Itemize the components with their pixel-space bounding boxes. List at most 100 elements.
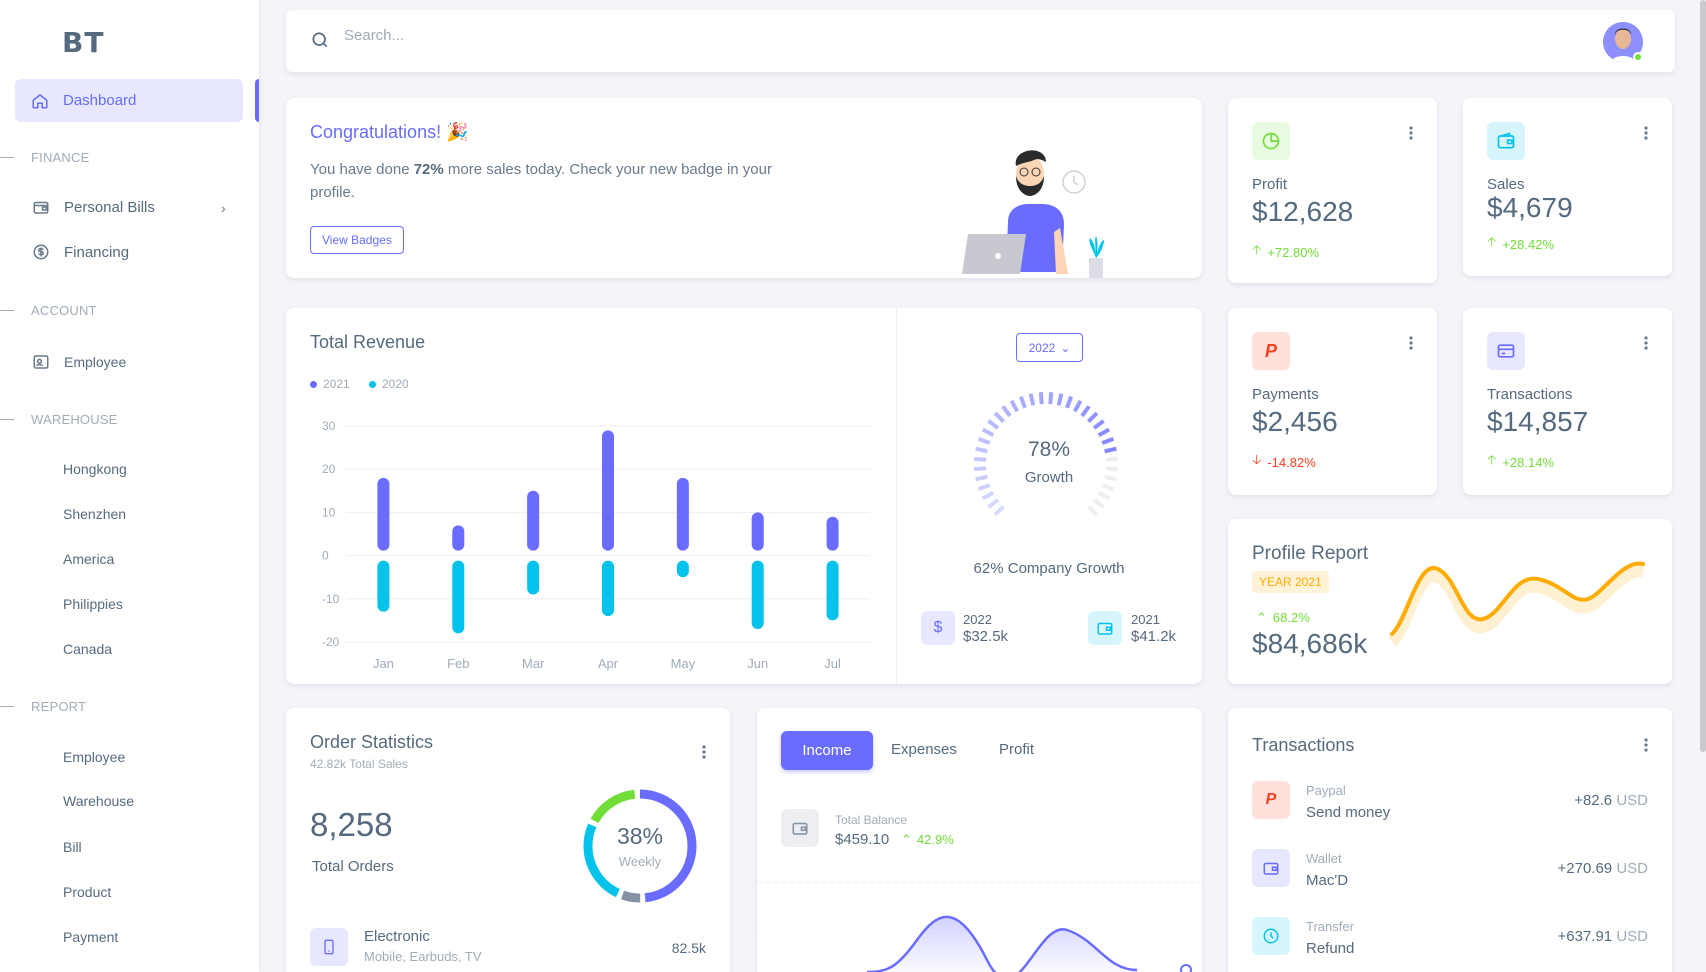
x-tick-label: Apr bbox=[598, 656, 619, 671]
bar-2021-Jul bbox=[826, 516, 839, 551]
gauge-tick bbox=[1105, 456, 1118, 462]
gauge-tick bbox=[981, 490, 995, 501]
stat-delta: 🡡 +28.42% bbox=[1487, 233, 1554, 255]
growth-year-2021: 2021 bbox=[1131, 612, 1160, 627]
bar-2021-Apr bbox=[602, 430, 614, 551]
gauge-tick bbox=[1097, 490, 1111, 501]
order-stats-subtitle: 42.82k Total Sales bbox=[310, 757, 408, 771]
donut-percent: 38% bbox=[616, 823, 664, 849]
credit-card-icon bbox=[1487, 332, 1525, 370]
gauge-tick bbox=[1101, 483, 1115, 492]
sidebar-item-america[interactable]: America bbox=[63, 551, 115, 567]
stat-value: $14,857 bbox=[1487, 406, 1589, 437]
more-options-icon[interactable] bbox=[1409, 126, 1413, 145]
profile-delta: ⌃ 68.2% bbox=[1256, 610, 1310, 625]
year-select-button[interactable]: 2022 ⌄ bbox=[1016, 333, 1083, 362]
gauge-tick bbox=[1038, 392, 1044, 405]
gauge-tick bbox=[993, 505, 1005, 517]
gauge-tick bbox=[987, 498, 1000, 509]
chevron-right-icon[interactable]: › bbox=[221, 200, 226, 216]
revenue-bar-chart: 30 20 10 0 -10 -20 Jan Feb Mar Apr May Jun Jul bbox=[322, 419, 870, 671]
more-options-icon[interactable] bbox=[1644, 126, 1648, 145]
more-options-icon[interactable] bbox=[1409, 336, 1413, 355]
sidebar-item-report-payment[interactable]: Payment bbox=[63, 929, 119, 945]
growth-year-2022: 2022 bbox=[963, 612, 992, 627]
wallet-icon bbox=[1487, 122, 1525, 160]
paypal-icon: P bbox=[1252, 781, 1290, 819]
gauge-tick bbox=[977, 436, 991, 445]
gauge-tick bbox=[1072, 399, 1083, 413]
sidebar-item-report-employee[interactable]: Employee bbox=[63, 749, 126, 765]
pie-chart-icon bbox=[1252, 122, 1290, 160]
legend-2020: 2020 bbox=[369, 377, 409, 391]
transactions-card: Transactions P Paypal Send money +82.6 U… bbox=[1228, 708, 1672, 972]
gauge-tick bbox=[1001, 405, 1012, 418]
dollar-circle-icon bbox=[32, 243, 52, 261]
tab-profit[interactable]: Profit bbox=[999, 741, 1035, 758]
sidebar-item-philippies[interactable]: Philippies bbox=[63, 596, 123, 612]
legend-2021: 2021 bbox=[310, 377, 350, 391]
gauge-tick bbox=[975, 474, 988, 482]
chevron-down-icon: ⌄ bbox=[1060, 340, 1071, 355]
more-options-icon[interactable] bbox=[1644, 336, 1648, 355]
home-icon bbox=[31, 92, 49, 110]
growth-radial-gauge bbox=[974, 392, 1118, 517]
view-badges-button[interactable]: View Badges bbox=[310, 226, 404, 254]
avatar[interactable] bbox=[1603, 22, 1643, 62]
paypal-icon: P bbox=[1252, 332, 1290, 370]
total-orders-label: Total Orders bbox=[312, 858, 394, 875]
bar-2020-Mar bbox=[527, 560, 540, 595]
sidebar-item-label: Dashboard bbox=[63, 92, 137, 109]
y-tick-label: 10 bbox=[322, 505, 336, 519]
stat-value: $2,456 bbox=[1252, 406, 1338, 437]
sidebar-item-report-bill[interactable]: Bill bbox=[63, 839, 82, 855]
bar-2020-May bbox=[676, 560, 689, 578]
more-options-icon[interactable] bbox=[702, 745, 706, 764]
sidebar-item-canada[interactable]: Canada bbox=[63, 641, 113, 657]
stat-delta: 🡡 +28.14% bbox=[1487, 451, 1554, 473]
congrats-card: Congratulations! 🎉 You have done 72% mor… bbox=[286, 98, 1202, 278]
sidebar-item-hongkong[interactable]: Hongkong bbox=[63, 461, 127, 477]
bar-2021-May bbox=[676, 477, 689, 551]
tab-expenses[interactable]: Expenses bbox=[891, 741, 957, 758]
sidebar-item-shenzhen[interactable]: Shenzhen bbox=[63, 506, 127, 522]
sidebar-item-personal-bills[interactable]: Personal Bills bbox=[32, 198, 155, 216]
sidebar-item-report-product[interactable]: Product bbox=[63, 884, 112, 900]
gauge-tick bbox=[977, 483, 991, 492]
sidebar-item-report-warehouse[interactable]: Warehouse bbox=[63, 793, 135, 809]
congrats-title: Congratulations! 🎉 bbox=[310, 122, 469, 142]
income-area-chart bbox=[757, 881, 1202, 972]
sidebar-item-dashboard[interactable]: Dashboard bbox=[15, 79, 243, 122]
x-tick-label: May bbox=[671, 656, 696, 671]
arrow-up-icon: 🡡 bbox=[1252, 242, 1262, 257]
sidebar-item-financing[interactable]: Financing bbox=[32, 243, 129, 261]
section-finance: FINANCE bbox=[0, 150, 89, 165]
y-tick-label: -20 bbox=[322, 635, 340, 649]
gauge-tick bbox=[1048, 392, 1054, 405]
wallet-icon bbox=[1088, 611, 1122, 645]
weekly-donut-chart bbox=[583, 789, 697, 903]
x-tick-label: Feb bbox=[447, 656, 469, 671]
wallet-icon bbox=[781, 809, 819, 847]
stat-value: $12,628 bbox=[1252, 196, 1354, 227]
bar-2021-Feb bbox=[452, 525, 465, 551]
y-tick-label: 0 bbox=[322, 549, 329, 563]
profile-report-card: Profile Report YEAR 2021 ⌃ 68.2% $84,686k bbox=[1228, 519, 1672, 684]
sidebar-item-employee[interactable]: Employee bbox=[32, 353, 126, 371]
sidebar: BT Dashboard FINANCE Personal Bills › Fi… bbox=[0, 0, 259, 972]
active-indicator bbox=[255, 79, 259, 122]
bar-2020-Jan bbox=[377, 560, 390, 612]
more-options-icon[interactable] bbox=[1644, 738, 1648, 757]
top-navbar bbox=[286, 10, 1675, 72]
bar-2021-Jun bbox=[751, 512, 764, 551]
stat-label: Sales bbox=[1487, 176, 1525, 193]
category-sub: Mobile, Earbuds, TV bbox=[364, 949, 482, 964]
page-scrollbar[interactable] bbox=[1700, 0, 1706, 752]
app-logo[interactable]: BT bbox=[62, 26, 105, 59]
search-input[interactable] bbox=[344, 27, 744, 44]
section-report: REPORT bbox=[0, 699, 86, 714]
gauge-tick bbox=[1018, 395, 1027, 409]
tab-income[interactable]: Income bbox=[781, 731, 873, 770]
pie-chart-icon bbox=[1252, 917, 1290, 955]
year-badge: YEAR 2021 bbox=[1252, 571, 1329, 593]
